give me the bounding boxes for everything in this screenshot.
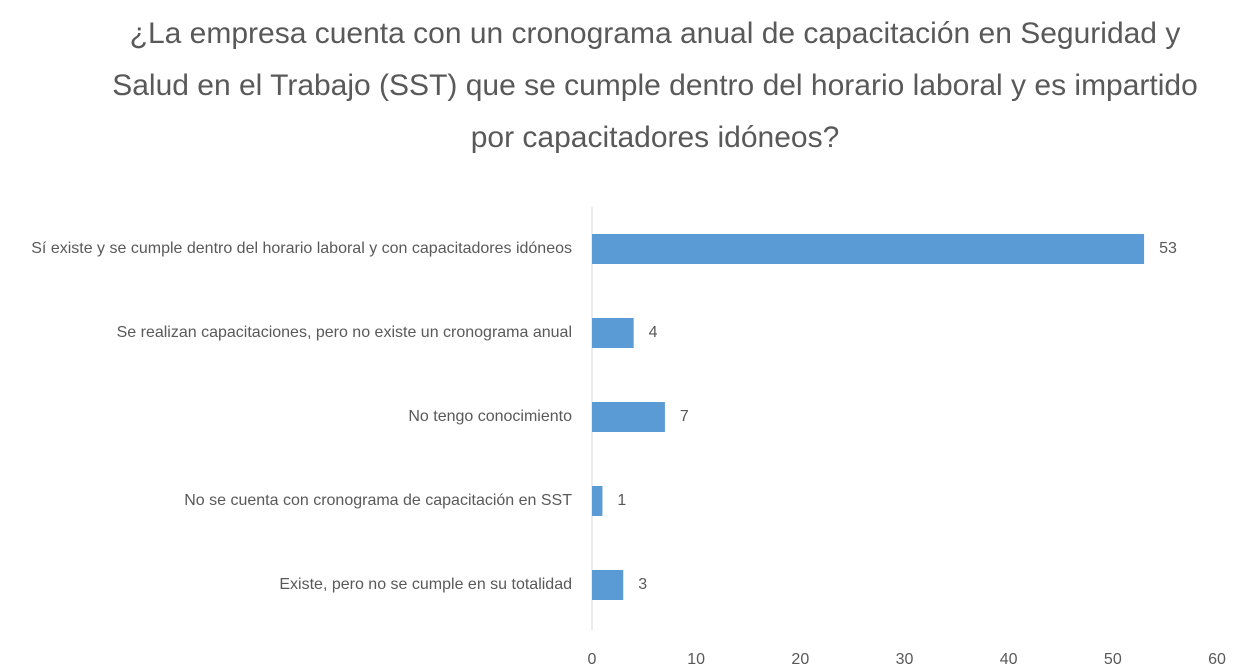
data-label: 53 [1159,240,1177,257]
bar [592,234,1145,264]
x-tick-label: 10 [687,651,705,668]
chart-title: ¿La empresa cuenta con un cronograma anu… [112,17,1198,154]
y-tick-label: No tengo conocimiento [408,408,572,425]
bar [592,318,634,348]
data-label: 1 [617,492,626,509]
y-tick-label: Sí existe y se cumple dentro del horario… [31,240,572,257]
x-tick-label: 30 [896,651,914,668]
x-tick-label: 40 [1000,651,1018,668]
x-tick-label: 50 [1104,651,1122,668]
y-tick-label: Existe, pero no se cumple en su totalida… [279,576,572,593]
bar [592,570,624,600]
bar [592,486,603,516]
x-tick-label: 0 [588,651,597,668]
data-label: 4 [649,324,658,341]
bar [592,402,665,432]
x-tick-label: 60 [1208,651,1226,668]
data-label: 7 [680,408,689,425]
y-tick-label: Se realizan capacitaciones, pero no exis… [116,324,572,341]
y-tick-label: No se cuenta con cronograma de capacitac… [184,492,572,509]
x-tick-label: 20 [791,651,809,668]
data-label: 3 [638,576,647,593]
